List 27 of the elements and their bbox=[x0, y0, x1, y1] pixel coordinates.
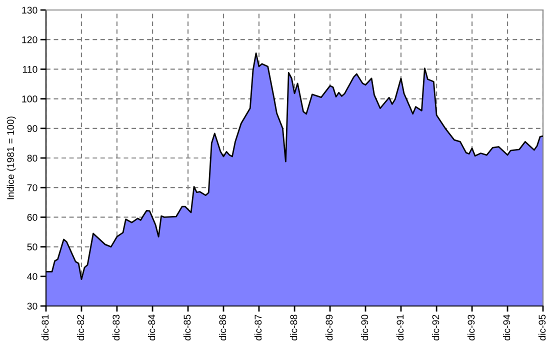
y-tick-label: 120 bbox=[22, 36, 38, 44]
x-tick-label: dic-88 bbox=[290, 314, 298, 340]
x-tick-label: dic-84 bbox=[148, 314, 156, 340]
x-tick-label: dic-94 bbox=[502, 314, 510, 340]
x-tick-label: dic-82 bbox=[76, 314, 84, 340]
x-tick-label: dic-87 bbox=[254, 314, 262, 340]
x-tick-label: dic-83 bbox=[112, 314, 120, 340]
x-tick-label: dic-92 bbox=[432, 314, 440, 340]
y-tick-label: 100 bbox=[22, 96, 38, 102]
y-tick-label: 30 bbox=[27, 302, 38, 310]
x-tick-label: dic-81 bbox=[41, 314, 49, 340]
y-tick-label: 130 bbox=[22, 6, 38, 14]
x-tick-label: dic-95 bbox=[538, 314, 546, 340]
y-tick-label: 80 bbox=[27, 154, 38, 162]
y-axis-title: Indice (1981 = 100) bbox=[6, 116, 16, 200]
x-tick-label: dic-89 bbox=[325, 314, 333, 340]
y-tick-label: 70 bbox=[27, 184, 38, 192]
x-tick-label: dic-93 bbox=[468, 314, 475, 340]
x-tick-label: dic-91 bbox=[396, 314, 404, 340]
x-tick-label: dic-85 bbox=[183, 314, 191, 340]
y-tick-label: 40 bbox=[27, 273, 38, 280]
y-tick-label: 50 bbox=[27, 244, 38, 250]
y-tick-label: 90 bbox=[27, 125, 38, 132]
y-tick-label: 110 bbox=[22, 66, 38, 73]
x-tick-label: dic-90 bbox=[360, 314, 368, 340]
y-tick-label: 60 bbox=[27, 214, 38, 221]
x-tick-label: dic-86 bbox=[218, 314, 226, 340]
